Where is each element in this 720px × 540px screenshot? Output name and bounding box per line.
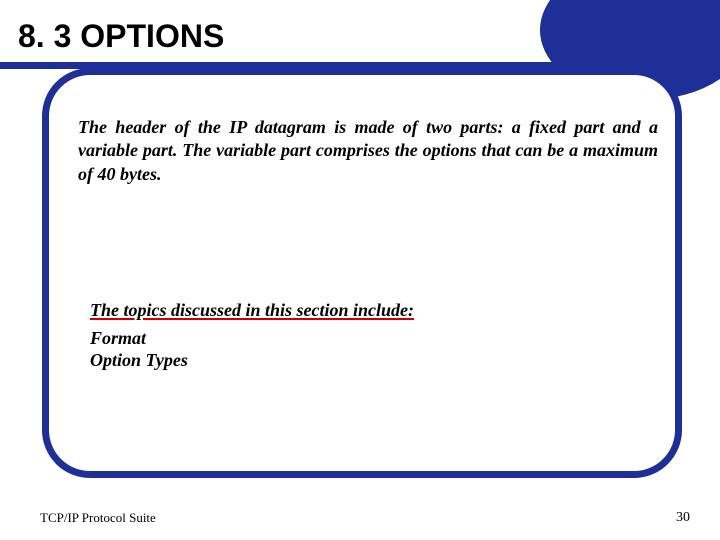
slide-title: 8. 3 OPTIONS [18, 18, 224, 55]
topic-item-option-types: Option Types [90, 350, 188, 371]
topic-item-format: Format [90, 328, 146, 349]
footer-source: TCP/IP Protocol Suite [40, 510, 156, 526]
topics-intro: The topics discussed in this section inc… [90, 300, 414, 321]
main-paragraph: The header of the IP datagram is made of… [78, 116, 658, 186]
page-number: 30 [676, 510, 690, 526]
